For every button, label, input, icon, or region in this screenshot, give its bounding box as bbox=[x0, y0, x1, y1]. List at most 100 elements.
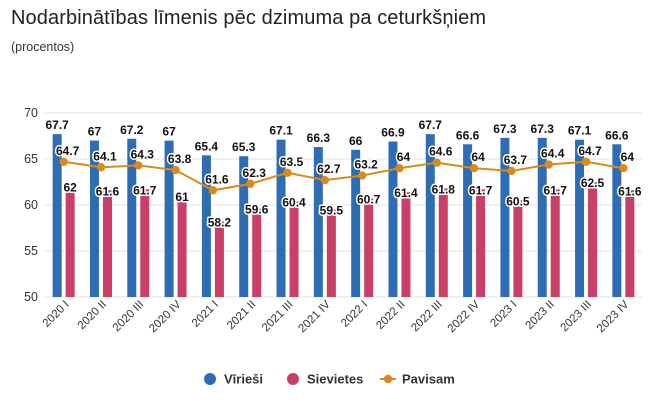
label-virisi: 67 bbox=[88, 125, 102, 139]
label-sievietes: 60.4 bbox=[282, 195, 306, 209]
label-sievietes: 61 bbox=[175, 190, 189, 204]
y-tick-label: 50 bbox=[24, 290, 38, 304]
point-pavisam bbox=[581, 157, 591, 166]
label-sievietes: 61.7 bbox=[133, 183, 157, 197]
label-virisi: 67.1 bbox=[568, 124, 592, 138]
label-sievietes: 61.7 bbox=[544, 183, 568, 197]
label-pavisam: 63.8 bbox=[168, 152, 192, 166]
x-tick-label: 2020 III bbox=[111, 299, 147, 335]
label-pavisam: 64.7 bbox=[578, 144, 602, 158]
point-pavisam bbox=[507, 166, 516, 176]
point-pavisam bbox=[283, 168, 292, 177]
point-pavisam bbox=[246, 179, 255, 189]
point-pavisam bbox=[96, 163, 106, 172]
chart-subtitle: (procentos) bbox=[11, 40, 75, 54]
label-sievietes: 60.7 bbox=[357, 193, 381, 207]
bar-series bbox=[52, 134, 635, 297]
label-sievietes: 62 bbox=[63, 181, 77, 195]
label-sievietes: 60.5 bbox=[506, 194, 530, 208]
x-tick-label: 2022 III bbox=[409, 299, 445, 335]
bar-virisi bbox=[201, 155, 211, 297]
label-pavisam: 64.3 bbox=[131, 147, 155, 161]
bar-virisi bbox=[425, 134, 435, 297]
label-virisi: 67.3 bbox=[493, 122, 517, 136]
label-pavisam: 62.3 bbox=[243, 166, 267, 180]
legend-marker bbox=[204, 373, 216, 385]
label-virisi: 67 bbox=[162, 125, 176, 139]
y-axis: 50 55 60 65 70 bbox=[24, 106, 38, 304]
label-pavisam: 63.5 bbox=[280, 155, 304, 169]
bar-virisi bbox=[89, 140, 99, 297]
x-tick-label: 2020 II bbox=[76, 299, 109, 332]
x-tick-label: 2022 IV bbox=[446, 298, 483, 335]
bar-sievietes bbox=[214, 221, 224, 297]
label-pavisam: 63.2 bbox=[354, 158, 378, 172]
legend-label: Pavisam bbox=[402, 372, 455, 387]
bar-virisi bbox=[313, 147, 323, 297]
y-tick-label: 70 bbox=[24, 106, 38, 120]
legend-marker-pavisam bbox=[383, 374, 393, 384]
label-virisi: 67.2 bbox=[120, 123, 144, 137]
point-pavisam bbox=[171, 165, 180, 175]
x-tick-label: 2023 I bbox=[488, 299, 519, 330]
legend-label: Sievietes bbox=[307, 372, 363, 387]
point-pavisam bbox=[208, 186, 218, 195]
bar-sievietes bbox=[65, 186, 75, 297]
y-tick-label: 60 bbox=[24, 198, 38, 212]
y-tick-label: 65 bbox=[24, 152, 38, 166]
label-virisi: 67.1 bbox=[269, 124, 293, 138]
point-pavisam bbox=[59, 157, 68, 166]
label-virisi: 66.3 bbox=[307, 131, 331, 145]
label-sievietes: 59.6 bbox=[245, 203, 269, 217]
chart-title: Nodarbinātības līmenis pēc dzimuma pa ce… bbox=[11, 7, 487, 29]
x-tick-label: 2020 IV bbox=[147, 298, 184, 335]
data-labels: 67.7 62 67 61.6 67.2 61.7 67 61 65.4 58.2 65.3 59.6… bbox=[44, 117, 643, 231]
bar-sievietes bbox=[140, 189, 150, 297]
label-virisi: 66 bbox=[349, 134, 363, 148]
bar-sievietes bbox=[513, 200, 523, 297]
bar-sievietes bbox=[252, 208, 262, 297]
label-sievietes: 58.2 bbox=[208, 216, 232, 230]
label-pavisam: 64.6 bbox=[429, 145, 453, 159]
bar-virisi bbox=[276, 139, 286, 297]
bar-sievietes bbox=[401, 192, 411, 297]
point-pavisam bbox=[432, 158, 441, 167]
label-pavisam: 61.6 bbox=[205, 172, 229, 186]
line-series bbox=[59, 157, 628, 195]
label-sievietes: 59.5 bbox=[320, 204, 344, 218]
x-tick-label: 2021 III bbox=[260, 299, 296, 335]
label-pavisam: 64.4 bbox=[541, 147, 565, 161]
x-tick-label: 2023 III bbox=[559, 299, 595, 335]
bar-virisi bbox=[52, 134, 62, 297]
line-pavisam bbox=[63, 160, 624, 192]
point-pavisam bbox=[544, 160, 553, 169]
label-pavisam: 64.7 bbox=[56, 144, 80, 158]
label-virisi: 67.3 bbox=[531, 122, 555, 136]
label-virisi: 66.6 bbox=[456, 128, 480, 142]
label-pavisam: 64.1 bbox=[93, 149, 117, 163]
label-sievietes: 61.6 bbox=[96, 184, 120, 198]
bar-sievietes bbox=[364, 198, 374, 297]
label-sievietes: 61.7 bbox=[469, 183, 493, 197]
y-tick-label: 55 bbox=[24, 244, 38, 258]
x-tick-label: 2021 IV bbox=[296, 298, 333, 335]
label-pavisam: 63.7 bbox=[504, 153, 528, 167]
x-tick-label: 2021 I bbox=[190, 299, 221, 330]
bar-virisi bbox=[388, 141, 398, 297]
bar-virisi bbox=[575, 139, 585, 297]
label-virisi: 65.3 bbox=[232, 140, 256, 154]
bar-sievietes bbox=[625, 190, 635, 297]
bar-sievietes bbox=[588, 182, 598, 297]
bar-sievietes bbox=[326, 209, 336, 297]
label-virisi: 66.6 bbox=[605, 128, 629, 142]
label-virisi: 65.4 bbox=[195, 139, 219, 153]
label-sievietes: 62.5 bbox=[581, 176, 605, 190]
point-pavisam bbox=[469, 164, 479, 173]
point-pavisam bbox=[395, 164, 404, 173]
bar-sievietes bbox=[177, 195, 187, 297]
bar-sievietes bbox=[438, 188, 448, 297]
bar-virisi bbox=[537, 137, 547, 297]
x-tick-label: 2022 I bbox=[339, 299, 370, 330]
point-pavisam bbox=[619, 164, 628, 173]
